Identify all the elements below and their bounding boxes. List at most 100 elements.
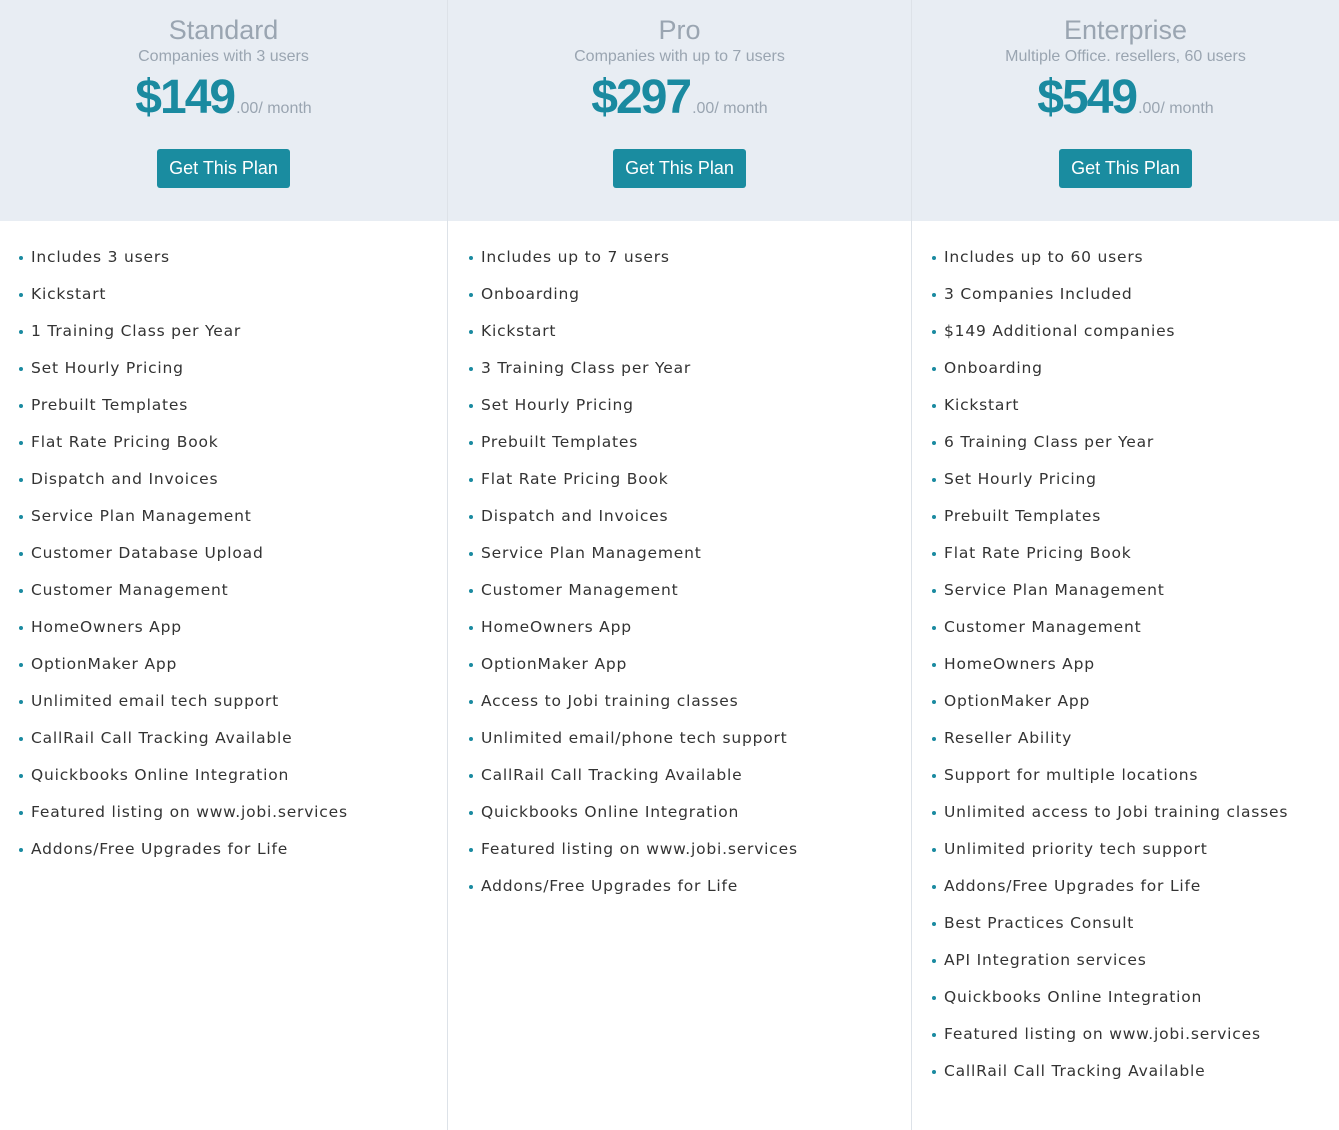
feature-item: Kickstart (469, 319, 911, 356)
feature-label: CallRail Call Tracking Available (31, 729, 293, 747)
feature-label: 1 Training Class per Year (31, 322, 242, 340)
plan-header: Pro Companies with up to 7 users $297 .0… (448, 0, 911, 221)
feature-item: 1 Training Class per Year (19, 319, 447, 356)
feature-item: Customer Database Upload (19, 541, 447, 578)
feature-label: HomeOwners App (31, 618, 182, 636)
feature-item: Addons/Free Upgrades for Life (932, 874, 1339, 911)
feature-label: 6 Training Class per Year (944, 433, 1155, 451)
feature-label: CallRail Call Tracking Available (944, 1062, 1206, 1080)
feature-item: Includes 3 users (19, 245, 447, 282)
plan-column-enterprise: Enterprise Multiple Office. resellers, 6… (911, 0, 1339, 1130)
feature-item: Reseller Ability (932, 726, 1339, 763)
bullet-icon (932, 330, 936, 334)
feature-label: OptionMaker App (31, 655, 178, 673)
feature-item: Addons/Free Upgrades for Life (469, 874, 911, 911)
plan-name: Standard (168, 15, 279, 45)
feature-label: HomeOwners App (481, 618, 632, 636)
feature-item: Prebuilt Templates (19, 393, 447, 430)
bullet-icon (932, 663, 936, 667)
bullet-icon (932, 737, 936, 741)
feature-label: HomeOwners App (944, 655, 1095, 673)
feature-list: Includes up to 7 users Onboarding Kickstar… (448, 221, 911, 911)
feature-label: Quickbooks Online Integration (944, 988, 1203, 1006)
bullet-icon (469, 552, 473, 556)
bullet-icon (19, 293, 23, 297)
bullet-icon (19, 515, 23, 519)
feature-item: Prebuilt Templates (932, 504, 1339, 541)
bullet-icon (932, 959, 936, 963)
bullet-icon (19, 774, 23, 778)
bullet-icon (19, 478, 23, 482)
feature-label: $149 Additional companies (944, 322, 1176, 340)
bullet-icon (932, 367, 936, 371)
feature-item: Featured listing on www.jobi.services (19, 800, 447, 837)
bullet-icon (932, 774, 936, 778)
bullet-icon (469, 478, 473, 482)
bullet-icon (469, 293, 473, 297)
feature-item: API Integration services (932, 948, 1339, 985)
bullet-icon (469, 256, 473, 260)
feature-label: Onboarding (944, 359, 1043, 377)
feature-item: Service Plan Management (469, 541, 911, 578)
bullet-icon (469, 848, 473, 852)
feature-item: OptionMaker App (469, 652, 911, 689)
bullet-icon (932, 1070, 936, 1074)
bullet-icon (469, 330, 473, 334)
feature-item: Set Hourly Pricing (19, 356, 447, 393)
bullet-icon (932, 996, 936, 1000)
feature-list: Includes up to 60 users 3 Companies Inclu… (912, 221, 1339, 1096)
feature-item: Unlimited email tech support (19, 689, 447, 726)
feature-item: Access to Jobi training classes (469, 689, 911, 726)
plan-price: $297 .00/ month (448, 70, 911, 125)
feature-label: Unlimited email/phone tech support (481, 729, 788, 747)
plan-price: $149 .00/ month (0, 70, 447, 125)
feature-label: Customer Management (31, 581, 229, 599)
bullet-icon (469, 663, 473, 667)
feature-item: Featured listing on www.jobi.services (469, 837, 911, 874)
plan-column-pro: Pro Companies with up to 7 users $297 .0… (447, 0, 911, 1130)
bullet-icon (932, 478, 936, 482)
bullet-icon (19, 663, 23, 667)
bullet-icon (469, 885, 473, 889)
plan-subtitle: Companies with up to 7 users (574, 48, 785, 65)
get-plan-button-enterprise[interactable]: Get This Plan (1059, 149, 1192, 188)
feature-item: Unlimited email/phone tech support (469, 726, 911, 763)
feature-item: OptionMaker App (932, 689, 1339, 726)
feature-item: Customer Management (19, 578, 447, 615)
feature-item: Service Plan Management (19, 504, 447, 541)
bullet-icon (19, 589, 23, 593)
plan-column-standard: Standard Companies with 3 users $149 .00… (0, 0, 447, 1130)
feature-item: Flat Rate Pricing Book (19, 430, 447, 467)
feature-label: Set Hourly Pricing (944, 470, 1097, 488)
feature-label: Service Plan Management (481, 544, 702, 562)
feature-item: 6 Training Class per Year (932, 430, 1339, 467)
feature-label: Unlimited priority tech support (944, 840, 1208, 858)
bullet-icon (932, 885, 936, 889)
feature-label: Unlimited email tech support (31, 692, 280, 710)
get-plan-button-standard[interactable]: Get This Plan (157, 149, 290, 188)
feature-label: Set Hourly Pricing (31, 359, 184, 377)
get-plan-button-pro[interactable]: Get This Plan (613, 149, 746, 188)
bullet-icon (19, 737, 23, 741)
bullet-icon (932, 1033, 936, 1037)
feature-item: Support for multiple locations (932, 763, 1339, 800)
feature-label: Onboarding (481, 285, 580, 303)
feature-item: Set Hourly Pricing (932, 467, 1339, 504)
bullet-icon (469, 774, 473, 778)
feature-item: OptionMaker App (19, 652, 447, 689)
bullet-icon (932, 589, 936, 593)
bullet-icon (932, 552, 936, 556)
feature-item: Addons/Free Upgrades for Life (19, 837, 447, 874)
feature-item: CallRail Call Tracking Available (932, 1059, 1339, 1096)
feature-item: Dispatch and Invoices (469, 504, 911, 541)
feature-item: CallRail Call Tracking Available (469, 763, 911, 800)
bullet-icon (469, 515, 473, 519)
feature-item: Includes up to 7 users (469, 245, 911, 282)
feature-item: Kickstart (19, 282, 447, 319)
feature-label: Access to Jobi training classes (481, 692, 739, 710)
feature-label: Service Plan Management (944, 581, 1165, 599)
feature-label: Set Hourly Pricing (481, 396, 634, 414)
feature-item: Quickbooks Online Integration (469, 800, 911, 837)
feature-item: Prebuilt Templates (469, 430, 911, 467)
plan-subtitle: Companies with 3 users (138, 48, 309, 65)
